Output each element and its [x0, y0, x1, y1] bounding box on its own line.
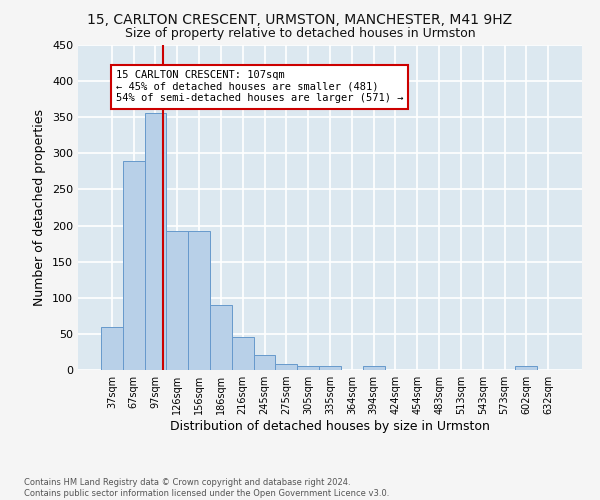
Text: 15 CARLTON CRESCENT: 107sqm
← 45% of detached houses are smaller (481)
54% of se: 15 CARLTON CRESCENT: 107sqm ← 45% of det…	[116, 70, 403, 104]
Bar	[254, 355, 275, 370]
X-axis label: Distribution of detached houses by size in Urmston: Distribution of detached houses by size …	[170, 420, 490, 433]
Bar	[297, 366, 319, 370]
Bar	[515, 366, 537, 370]
Bar	[275, 364, 297, 370]
Bar	[232, 337, 254, 370]
Bar	[188, 232, 210, 370]
Bar	[210, 305, 232, 370]
Text: Contains HM Land Registry data © Crown copyright and database right 2024.
Contai: Contains HM Land Registry data © Crown c…	[24, 478, 389, 498]
Bar	[145, 113, 166, 370]
Text: Size of property relative to detached houses in Urmston: Size of property relative to detached ho…	[125, 28, 475, 40]
Text: 15, CARLTON CRESCENT, URMSTON, MANCHESTER, M41 9HZ: 15, CARLTON CRESCENT, URMSTON, MANCHESTE…	[88, 12, 512, 26]
Bar	[363, 366, 385, 370]
Bar	[123, 162, 145, 370]
Y-axis label: Number of detached properties: Number of detached properties	[34, 109, 46, 306]
Bar	[166, 232, 188, 370]
Bar	[319, 366, 341, 370]
Bar	[101, 328, 123, 370]
